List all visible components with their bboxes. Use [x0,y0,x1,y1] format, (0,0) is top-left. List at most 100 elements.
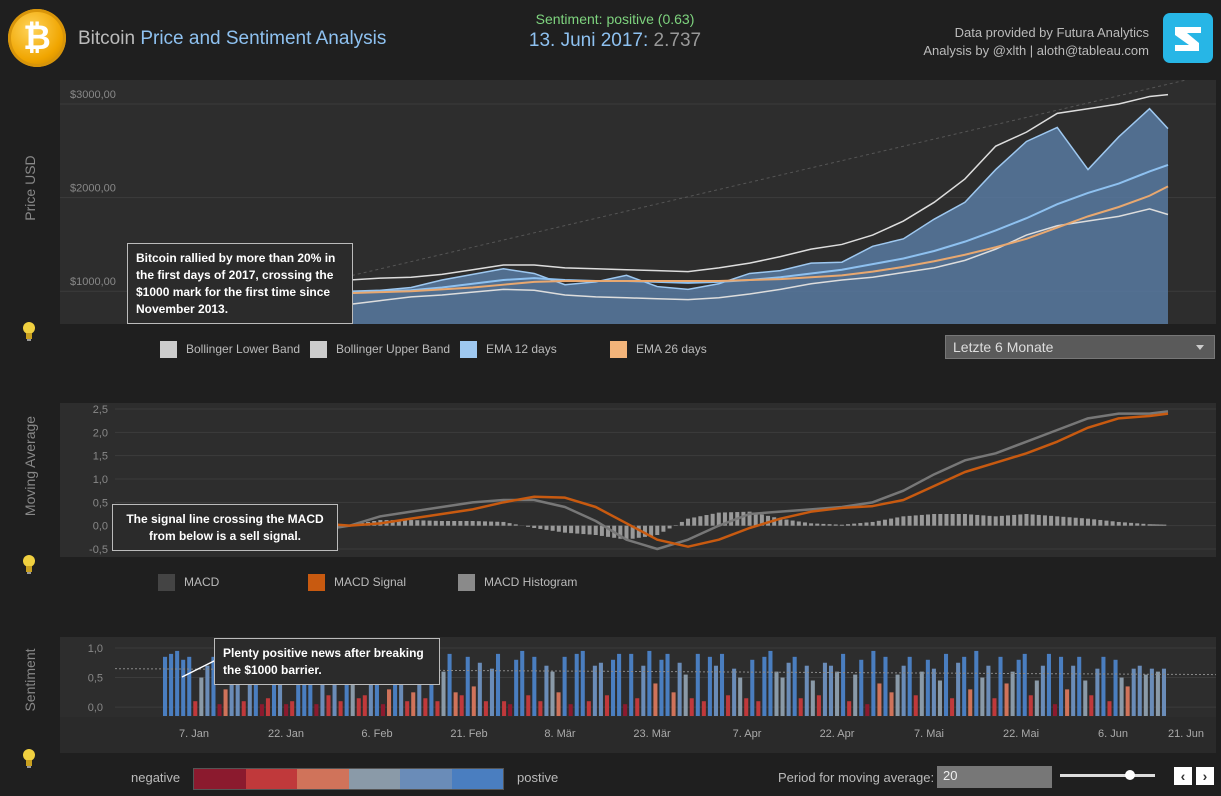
histogram-bar [778,518,783,526]
sentiment-bar [568,704,573,716]
sentiment-bar [841,653,846,716]
histogram-bar [821,523,826,526]
sentiment-bar [1137,665,1142,716]
histogram-bar [1154,524,1159,526]
histogram-bar [599,525,604,536]
legend-negative-label: negative [131,770,181,785]
sentiment-bar [998,656,1003,716]
chevron-down-icon [1196,345,1204,350]
legend-item[interactable]: MACD Signal [308,573,458,591]
histogram-bar [544,525,549,530]
y-tick-label: 0,0 [88,702,103,714]
sentiment-bar [828,665,834,716]
legend-item[interactable]: Bollinger Lower Band [160,340,310,358]
histogram-bar [1079,518,1084,526]
y-tick-label: 1,5 [93,451,108,463]
sentiment-bar [199,677,204,716]
sentiment-bar [508,704,513,716]
sentiment-bar [562,656,567,716]
sentiment-bar [441,671,446,716]
sentiment-bar [1077,656,1082,716]
y-tick-label: 2,0 [93,427,108,439]
histogram-bar [901,516,906,526]
sentiment-bar [835,671,840,716]
histogram-bar [421,520,426,526]
histogram-bar [686,518,691,526]
time-range-dropdown[interactable]: Letzte 6 Monate [945,335,1215,359]
histogram-bar [1129,522,1134,526]
legend-swatch [160,340,177,358]
lightbulb-icon[interactable] [22,321,36,343]
macd-ylabel: Moving Average [22,415,38,517]
sentiment-bar [786,662,791,716]
sentiment-bar [399,668,404,716]
legend-item[interactable]: EMA 12 days [460,340,610,358]
legend-swatch[interactable] [194,769,246,789]
histogram-bar [1104,520,1109,526]
legend-swatch [308,573,325,591]
sentiment-bar [762,656,767,716]
histogram-bar [753,513,758,526]
histogram-bar [975,514,980,526]
legend-item[interactable]: Bollinger Upper Band [310,340,460,358]
sentiment-bar [429,656,434,716]
legend-swatch[interactable] [451,769,503,789]
period-slider-track[interactable] [1060,774,1155,777]
y-tick-label: -0,5 [89,544,108,556]
legend-item[interactable]: MACD Histogram [458,573,618,591]
sentiment-bar [683,674,688,716]
histogram-bar [722,512,727,526]
period-input[interactable]: 20 [937,766,1052,788]
prev-button[interactable]: ‹ [1174,767,1192,785]
legend-swatch[interactable] [297,769,349,789]
sentiment-bar [641,665,646,716]
legend-swatch[interactable] [245,769,297,789]
sentiment-bar [889,692,894,716]
sentiment-bar [223,689,228,716]
histogram-bar [396,520,401,526]
page-title: Bitcoin Price and Sentiment Analysis [78,28,387,49]
sentiment-bar [968,689,973,716]
histogram-bar [1086,518,1091,526]
legend-swatch[interactable] [400,769,452,789]
histogram-bar [446,521,451,526]
histogram-bar [827,524,832,526]
histogram-bar [606,525,611,537]
histogram-bar [538,525,543,529]
sentiment-bar [1040,665,1045,716]
histogram-bar [649,525,654,536]
x-tick-label: 22. Jan [268,728,304,740]
y-tick-label: 0,5 [88,673,103,685]
sentiment-bar [592,665,597,716]
lightbulb-icon[interactable] [22,554,36,576]
histogram-bar [784,519,789,526]
sentiment-bar [1059,656,1064,716]
next-button[interactable]: › [1196,767,1214,785]
histogram-bar [876,520,881,526]
histogram-bar [1042,515,1047,526]
sentiment-color-legend [193,768,504,790]
y-tick-label: $2000,00 [70,183,116,195]
histogram-bar [710,513,715,526]
legend-swatch [610,340,627,358]
x-tick-label: 21. Jun [1168,728,1204,740]
legend-item[interactable]: EMA 26 days [610,340,720,358]
lightbulb-icon[interactable] [22,748,36,770]
sentiment-bar [453,692,458,716]
legend-swatch [458,573,475,591]
histogram-bar [790,520,795,526]
sentiment-bar [1119,677,1124,716]
histogram-bar [1012,514,1017,526]
sentiment-bar [980,677,985,716]
legend-swatch[interactable] [348,769,400,789]
period-slider-handle[interactable] [1125,770,1135,780]
sentiment-bar [417,665,422,716]
sentiment-bar [822,662,827,716]
sentiment-bar [271,656,277,716]
sentiment-bar [707,656,712,716]
tableau-logo-icon[interactable] [1163,13,1213,63]
sentiment-bar [538,701,543,716]
histogram-bar [415,520,420,526]
legend-item[interactable]: MACD [158,573,308,591]
histogram-bar [1110,521,1115,526]
